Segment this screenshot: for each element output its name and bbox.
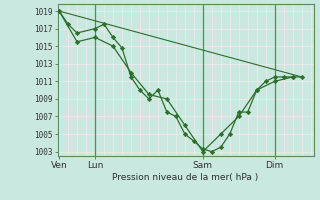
X-axis label: Pression niveau de la mer( hPa ): Pression niveau de la mer( hPa ) — [112, 173, 259, 182]
